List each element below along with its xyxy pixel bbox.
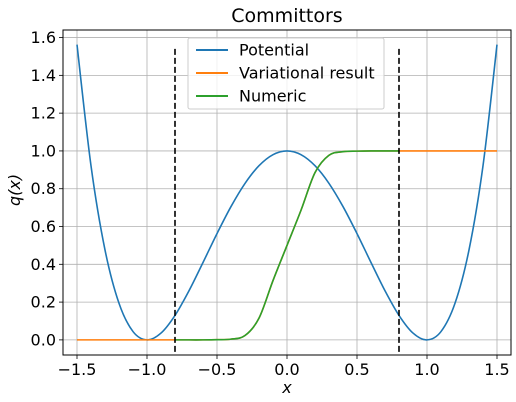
y-tick-label: 1.6	[31, 28, 56, 47]
x-tick-label: −1.5	[58, 360, 97, 379]
x-tick-label: 1.5	[484, 360, 509, 379]
x-axis-title: x	[281, 378, 292, 397]
legend-label: Potential	[239, 41, 309, 60]
y-tick-label: 1.0	[31, 141, 56, 160]
series-line-potential	[76, 44, 498, 341]
boundary-lines	[174, 48, 400, 354]
legend-box	[187, 37, 385, 110]
y-tick-label: 0.0	[31, 330, 56, 349]
y-tick-label: 0.4	[31, 255, 56, 274]
y-tick-label: 0.8	[31, 179, 56, 198]
legend-label: Variational result	[239, 64, 375, 83]
x-tick-label: 0.5	[344, 360, 369, 379]
y-axis-title: q(x)	[5, 174, 24, 206]
legend-items: Potential Variational result Numeric	[196, 41, 375, 106]
series-line-numeric	[175, 150, 399, 341]
x-tick-label: −1.0	[128, 360, 167, 379]
series-layer	[76, 44, 498, 341]
legend: Potential Variational result Numeric	[187, 37, 385, 110]
x-tick-label: 0.0	[274, 360, 299, 379]
y-axis-title-group: q(x)	[5, 174, 24, 206]
x-tick-label: 1.0	[414, 360, 439, 379]
legend-label: Numeric	[239, 87, 306, 106]
y-tick-label: 0.2	[31, 293, 56, 312]
y-tick-label: 0.6	[31, 217, 56, 236]
ticks: −1.5 −1.0 −0.5 0.0 0.5 1.0 1.5 0.0 0.2 0.4 0.6 0.8 1…	[31, 28, 510, 379]
y-tick-label: 1.4	[31, 66, 56, 85]
chart-title: Committors	[231, 5, 342, 27]
y-tick-label: 1.2	[31, 104, 56, 123]
x-tick-label: −0.5	[198, 360, 237, 379]
